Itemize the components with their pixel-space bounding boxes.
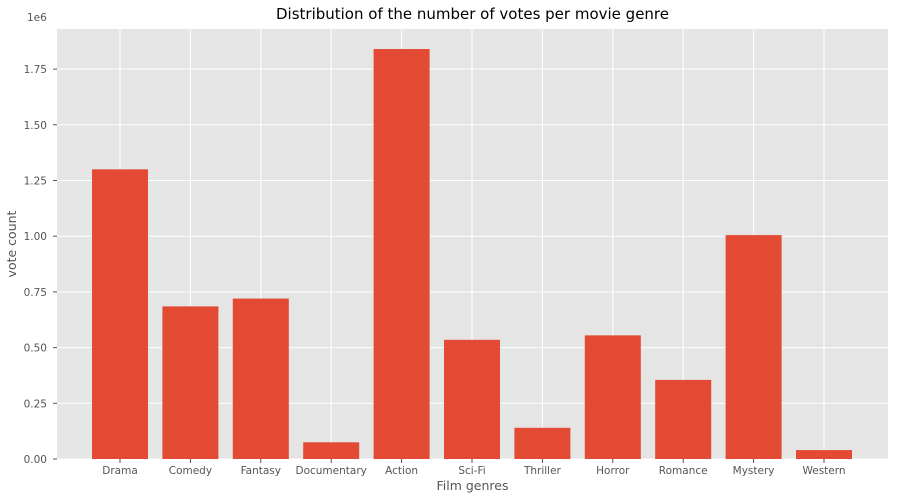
x-tick-label: Drama — [102, 465, 138, 477]
y-tick-label: 0.75 — [24, 287, 47, 299]
y-tick-label: 0.25 — [24, 398, 47, 410]
bar-thriller — [514, 427, 571, 459]
y-tick-label: 0.50 — [24, 343, 47, 355]
bar-fantasy — [232, 298, 289, 459]
x-tick-label: Comedy — [169, 465, 212, 477]
x-tick-label: Romance — [659, 465, 708, 477]
x-tick-label: Sci-Fi — [458, 465, 485, 477]
y-tick-labels: 0.00 0.25 0.50 0.75 1.00 1.25 1.50 1.75 — [24, 64, 57, 466]
y-tick-label: 1.25 — [24, 176, 47, 188]
bars — [92, 49, 852, 459]
x-tick-label: Horror — [596, 465, 630, 477]
y-tick-label: 1.75 — [24, 64, 47, 76]
y-tick-label: 1.00 — [24, 231, 47, 243]
y-tick-label: 0.00 — [24, 454, 47, 466]
x-tick-labels: Drama Comedy Fantasy Documentary Action Sci-F… — [102, 459, 846, 477]
chart-title: Distribution of the number of votes per … — [276, 5, 669, 23]
x-tick-label: Mystery — [733, 465, 775, 477]
y-tick-label: 1.50 — [24, 120, 47, 132]
y-axis-label: vote count — [4, 210, 19, 277]
x-tick-label: Action — [385, 465, 418, 477]
bar-western — [796, 450, 852, 459]
bar-sci-fi — [444, 339, 500, 459]
bar-drama — [92, 169, 148, 459]
x-axis-label: Film genres — [437, 478, 509, 493]
y-axis-offset-label: 1e6 — [27, 12, 47, 24]
x-tick-label: Thriller — [523, 465, 562, 477]
x-tick-label: Fantasy — [241, 465, 281, 477]
bar-mystery — [725, 235, 782, 459]
bar-documentary — [303, 442, 360, 459]
bar-comedy — [162, 306, 219, 459]
bar-romance — [655, 379, 712, 459]
bar-action — [373, 49, 430, 459]
bar-horror — [584, 335, 641, 459]
x-tick-label: Western — [802, 465, 845, 477]
x-tick-label: Documentary — [296, 465, 367, 477]
